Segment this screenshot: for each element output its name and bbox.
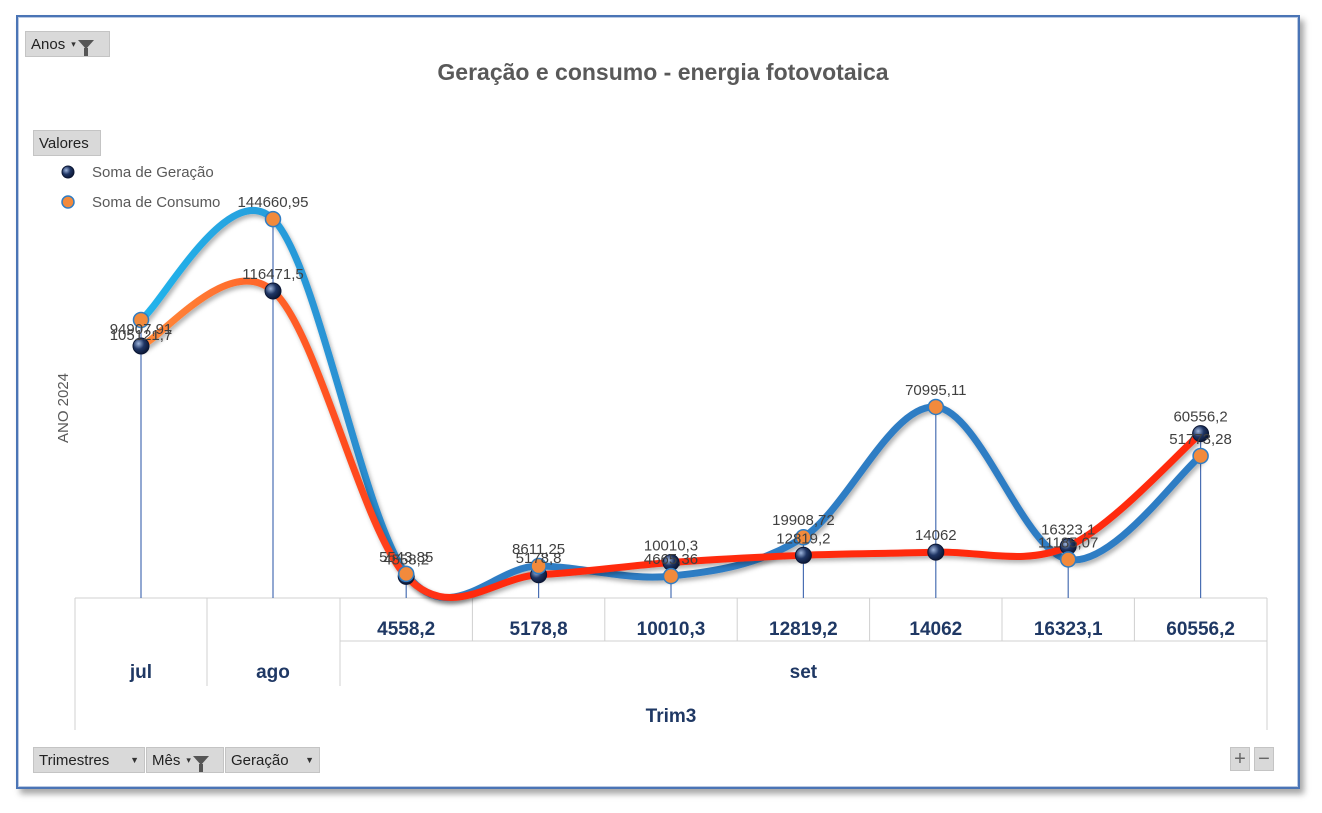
y-axis-label: ANO 2024 [55, 373, 72, 443]
data-label-geracao: 116471,5 [242, 266, 303, 283]
month-label: ago [256, 662, 290, 683]
marker-geracao [264, 282, 282, 300]
category-axis: 4558,2 5178,8 10010,3 12819,2 14062 16323,1 60… [74, 597, 1268, 730]
anos-filter-button[interactable]: Anos ▾ [25, 31, 110, 57]
legend-label-geracao: Soma de Geração [92, 164, 214, 181]
minus-icon: − [1258, 748, 1270, 770]
data-label-geracao: 94907,91 [110, 321, 173, 338]
legend-item-consumo: Soma de Consumo [44, 194, 220, 211]
marker-consumo [530, 557, 547, 575]
marker-geracao [794, 546, 812, 564]
data-label-consumo: 70995,11 [905, 382, 966, 399]
marker-consumo [795, 528, 812, 546]
category-tick-label: 16323,1 [1034, 619, 1103, 640]
data-label-consumo: 5543,85 [379, 549, 433, 566]
data-label-consumo: 4665,36 [644, 551, 698, 568]
data-label-geracao: 5178,8 [516, 550, 562, 567]
series-lines [137, 207, 1205, 601]
data-label-consumo: 105121,7 [110, 327, 173, 344]
collapse-field-button[interactable]: − [1254, 747, 1274, 771]
marker-consumo [927, 398, 945, 416]
valores-field-button[interactable]: Valores [33, 130, 101, 156]
trimestres-field-label: Trimestres [39, 751, 110, 769]
mes-field-button[interactable]: Mês ▾ [146, 747, 224, 773]
plus-icon: + [1234, 748, 1246, 770]
marker-consumo [264, 210, 282, 228]
data-label-geracao: 10010,3 [644, 537, 698, 554]
marker-consumo [132, 311, 150, 329]
data-label-geracao: 14062 [915, 527, 957, 544]
quarter-label: Trim3 [646, 706, 697, 727]
data-labels: 94907,91 116471,5 4558,2 5178,8 10010,3 12819… [110, 194, 1232, 568]
geracao-field-label: Geração [231, 751, 289, 769]
data-label-geracao: 12819,2 [776, 530, 830, 547]
valores-field-label: Valores [39, 134, 89, 152]
expand-field-button[interactable]: + [1230, 747, 1250, 771]
legend-label-consumo: Soma de Consumo [92, 194, 220, 211]
dropdown-arrow-icon: ▾ [71, 38, 76, 49]
legend: Soma de Geração Soma de Consumo [44, 164, 220, 211]
geracao-field-button[interactable]: Geração ▼ [225, 747, 320, 773]
chart-frame [16, 15, 1300, 789]
category-tick-label: 12819,2 [769, 619, 838, 640]
dropdown-arrow-icon: ▼ [130, 755, 139, 765]
legend-item-geracao: Soma de Geração [44, 164, 214, 181]
data-label-geracao: 4558,2 [383, 551, 429, 568]
dropdown-arrow-icon: ▼ [305, 755, 314, 765]
marker-consumo [1059, 551, 1077, 568]
marker-consumo [397, 565, 415, 583]
marker-geracao [132, 337, 150, 355]
dropdown-arrow-icon: ▾ [186, 754, 191, 765]
category-tick-label: 5178,8 [510, 619, 568, 640]
month-label: set [790, 662, 818, 683]
data-label-geracao: 60556,2 [1173, 409, 1227, 426]
chart-title: Geração e consumo - energia fotovotaica [437, 59, 888, 85]
category-tick-label: 10010,3 [637, 619, 706, 640]
series-line-geracao [137, 277, 1205, 601]
marker-consumo [1192, 447, 1209, 465]
marker-geracao [1192, 425, 1210, 443]
data-markers [132, 210, 1210, 585]
marker-geracao [927, 543, 945, 561]
category-tick-label: 60556,2 [1166, 619, 1235, 640]
data-label-consumo: 8611,25 [512, 541, 565, 558]
trimestres-field-button[interactable]: Trimestres ▼ [33, 747, 145, 773]
month-label: jul [129, 662, 152, 683]
category-tick-label: 4558,2 [377, 619, 435, 640]
marker-consumo [662, 567, 680, 585]
series-line-consumo [137, 207, 1205, 601]
mes-field-label: Mês [152, 751, 181, 769]
data-label-consumo: 51773,28 [1169, 431, 1232, 448]
data-label-consumo: 11185,07 [1038, 534, 1098, 551]
data-label-consumo: 144660,95 [238, 194, 309, 211]
filter-funnel-icon [77, 39, 94, 56]
filter-funnel-icon [192, 755, 209, 772]
data-label-consumo: 19908,72 [772, 512, 835, 529]
anos-filter-label: Anos [31, 35, 66, 53]
category-tick-label: 14062 [909, 619, 962, 640]
data-label-geracao: 16323,1 [1041, 521, 1095, 538]
